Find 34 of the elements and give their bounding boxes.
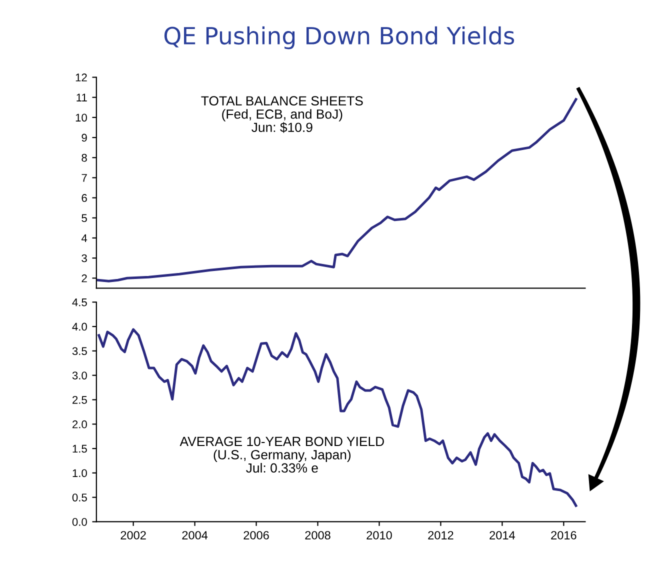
y-tick-label: 4 [81,234,88,242]
y-tick-label: 1.5 [72,444,87,453]
line-series [96,98,578,282]
y-tick-label: 9 [82,134,87,142]
chart-title: QE Pushing Down Bond Yields [164,26,514,50]
y-tick-label: 7 [82,174,87,182]
y-tick-label: 0.0 [72,518,87,526]
annotation: AVERAGE 10-YEAR BOND YIELD (U.S., Germany, Japan) Jul: 0.33% e [180,436,384,473]
y-tick-label: 8 [82,154,87,162]
y-tick-label: 12 [76,74,87,82]
y-tick-label: 2 [82,274,87,282]
y-tick-label: 4.5 [72,298,87,306]
y-tick-label: 4.0 [72,322,87,331]
y-tick-label: 0.5 [72,494,87,502]
line-series [98,328,578,507]
x-tick-label: 2004 [182,531,208,540]
y-tick-label: 5 [82,214,87,222]
y-tick-label: 3.5 [72,347,87,356]
x-tick-label: 2006 [244,531,269,540]
x-tick-label: 2016 [551,531,576,540]
y-tick-label: 2.0 [72,420,87,428]
annotation: TOTAL BALANCE SHEETS (Fed, ECB, and BoJ) Jun: $10.9 [201,96,363,133]
y-tick-label: 1.0 [72,469,87,478]
y-tick-label: 6 [82,194,87,202]
y-tick-label: 11 [76,94,87,102]
x-tick-label: 2008 [305,531,330,540]
x-tick-label: 2012 [428,531,454,540]
y-tick-label: 10 [76,114,87,122]
y-tick-label: 3 [82,254,87,262]
y-tick-label: 2.5 [72,396,87,404]
x-tick-label: 2002 [120,531,146,540]
x-tick-label: 2010 [366,531,392,540]
x-tick-label: 2014 [490,531,515,540]
y-tick-label: 3.0 [72,372,87,380]
